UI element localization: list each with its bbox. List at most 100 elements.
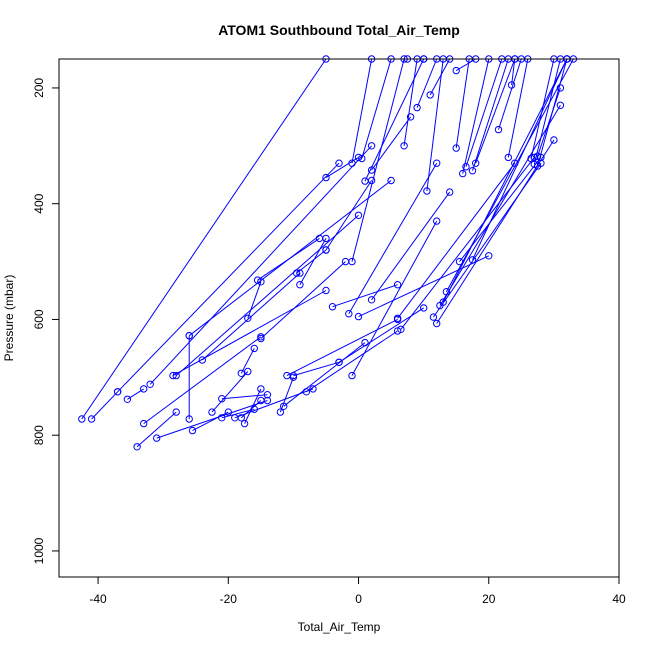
series-segment	[143, 336, 262, 425]
series-52	[433, 136, 558, 328]
x-axis: -40 -20 0 20 40	[89, 576, 626, 606]
data-point	[140, 385, 148, 393]
series-segment	[459, 157, 542, 262]
data-point	[280, 402, 288, 410]
series-19	[237, 344, 259, 377]
data-point	[533, 152, 542, 160]
data-point	[293, 269, 301, 277]
data-point	[345, 310, 353, 318]
series-35	[345, 159, 441, 318]
series-segment	[498, 58, 522, 130]
series-70	[533, 84, 565, 160]
data-point	[296, 269, 304, 277]
data-point	[218, 414, 226, 422]
data-point	[354, 211, 363, 220]
chart-title: ATOM1 Southbound Total_Air_Temp	[218, 22, 460, 38]
data-point	[218, 395, 226, 403]
series-segment	[192, 411, 229, 432]
series-segment	[436, 139, 555, 324]
data-point	[87, 415, 96, 423]
series-segment	[221, 394, 268, 400]
series-segment	[156, 400, 268, 439]
series-9	[172, 211, 363, 380]
y-axis: 200 400 600 800 1000	[32, 78, 60, 564]
data-point	[276, 408, 285, 416]
series-segment	[361, 58, 392, 159]
series-4	[133, 408, 180, 451]
data-point	[426, 91, 434, 99]
data-point	[393, 314, 402, 322]
data-point	[348, 371, 356, 380]
data-point	[198, 356, 207, 364]
series-segment	[530, 58, 555, 159]
data-point	[185, 415, 193, 423]
data-point	[507, 81, 516, 89]
series-segment	[283, 342, 366, 407]
data-point	[413, 103, 421, 112]
series-segment	[475, 58, 516, 164]
series-segment	[371, 116, 412, 171]
series-segment	[358, 255, 490, 318]
series-segment	[403, 58, 418, 146]
data-point	[348, 257, 356, 266]
data-point	[442, 288, 451, 296]
data-point	[257, 396, 265, 405]
series-segment	[472, 58, 509, 171]
series-segment	[511, 58, 516, 86]
series-segment	[426, 58, 444, 192]
data-point	[406, 113, 415, 121]
data-point	[322, 173, 330, 182]
series-segment	[455, 58, 470, 149]
data-point	[472, 159, 480, 167]
data-point	[224, 408, 233, 416]
data-point	[433, 217, 441, 225]
series-segment	[201, 272, 301, 361]
series-segment	[286, 318, 398, 377]
data-point	[263, 391, 272, 399]
data-point	[172, 408, 180, 416]
series-42	[367, 188, 454, 304]
x-tick-label: 20	[482, 592, 496, 606]
series-segment	[296, 249, 327, 274]
data-point	[361, 177, 369, 185]
data-point	[556, 84, 565, 92]
data-point	[429, 313, 438, 321]
data-point	[208, 408, 216, 416]
series-segment	[455, 58, 476, 72]
data-point	[367, 296, 376, 304]
series-segment	[306, 330, 398, 393]
series-3	[123, 385, 148, 403]
series-6	[146, 142, 376, 388]
x-axis-label: Total_Air_Temp	[298, 620, 381, 634]
data-point	[455, 257, 464, 266]
data-point	[185, 332, 193, 340]
data-point	[393, 281, 402, 289]
data-point	[446, 188, 454, 196]
y-tick-label: 600	[32, 309, 46, 329]
data-point	[322, 234, 330, 243]
series-12	[188, 408, 233, 435]
series-segment	[348, 162, 438, 314]
data-point	[354, 312, 363, 321]
series-segment	[325, 180, 373, 251]
data-point	[439, 298, 447, 306]
series-segment	[397, 162, 516, 319]
data-point	[328, 303, 337, 311]
series-segment	[117, 162, 340, 393]
data-point	[296, 281, 304, 289]
data-point	[462, 163, 470, 171]
data-point	[348, 159, 356, 167]
data-point	[309, 385, 317, 393]
data-point	[257, 385, 265, 393]
x-tick-label: -20	[220, 592, 238, 606]
data-point	[485, 252, 493, 260]
series-segment	[279, 377, 294, 413]
y-tick-label: 200	[32, 78, 46, 98]
series-segment	[537, 87, 561, 157]
series-segment	[472, 58, 568, 261]
data-point	[133, 443, 141, 451]
series-16	[218, 391, 272, 403]
data-point	[335, 159, 343, 167]
series-segment	[81, 58, 327, 420]
